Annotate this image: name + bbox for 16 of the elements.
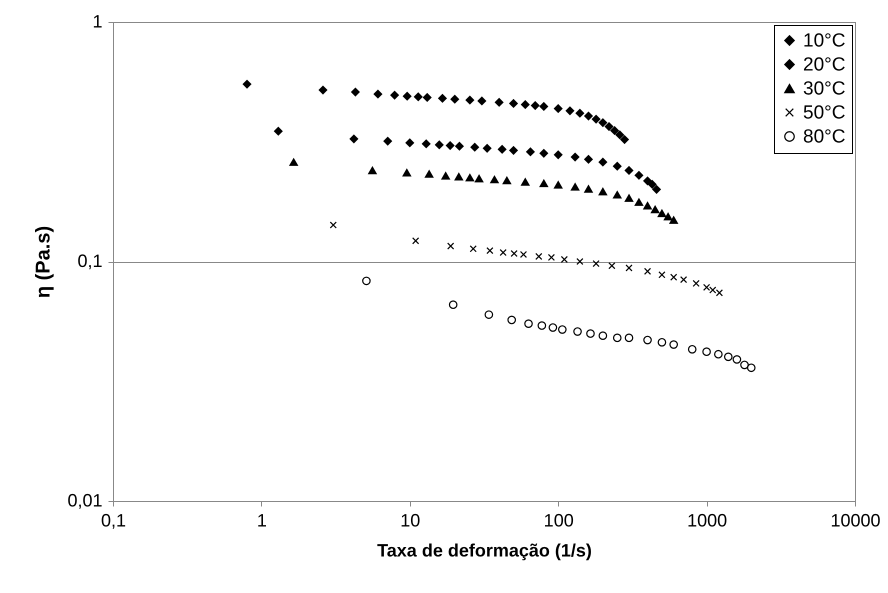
y-tick-label: 0,1: [77, 251, 102, 271]
x-tick-label: 100: [544, 510, 574, 530]
y-axis-title: η (Pa.s): [32, 226, 54, 298]
legend-label: 20°C: [803, 54, 846, 76]
x-tick-label: 10000: [830, 510, 881, 530]
x-axis-title: Taxa de deformação (1/s): [377, 540, 592, 560]
legend-label: 50°C: [803, 102, 846, 124]
x-tick-label: 10: [400, 510, 420, 530]
y-tick-label: 1: [92, 12, 102, 32]
legend-label: 30°C: [803, 78, 846, 100]
legend-label: 10°C: [803, 30, 846, 52]
x-tick-label: 1000: [687, 510, 728, 530]
x-tick-label: 1: [256, 510, 267, 530]
y-tick-label: 0,01: [67, 490, 102, 510]
x-tick-label: 0,1: [100, 510, 126, 530]
legend-label: 80°C: [803, 126, 846, 148]
